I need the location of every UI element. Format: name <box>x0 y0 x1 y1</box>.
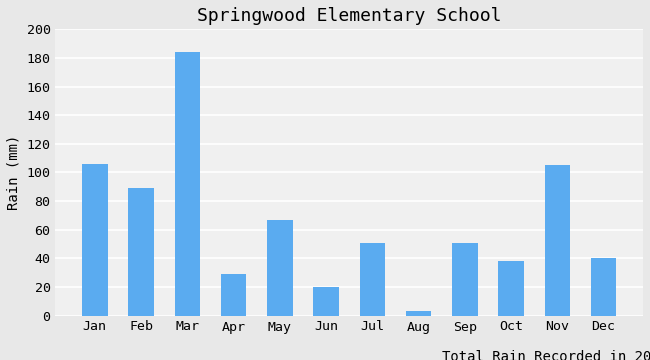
Title: Springwood Elementary School: Springwood Elementary School <box>197 7 501 25</box>
Bar <box>128 188 154 316</box>
Bar <box>267 220 292 316</box>
Bar <box>452 243 478 316</box>
Bar <box>591 258 616 316</box>
Bar <box>499 261 524 316</box>
Bar <box>406 311 432 316</box>
Y-axis label: Rain (mm): Rain (mm) <box>7 135 21 210</box>
Bar <box>359 243 385 316</box>
Bar <box>545 165 570 316</box>
Bar <box>82 164 107 316</box>
Bar <box>221 274 246 316</box>
Bar <box>175 52 200 316</box>
X-axis label: Total Rain Recorded in 2011: Total Rain Recorded in 2011 <box>442 350 650 360</box>
Bar <box>313 287 339 316</box>
